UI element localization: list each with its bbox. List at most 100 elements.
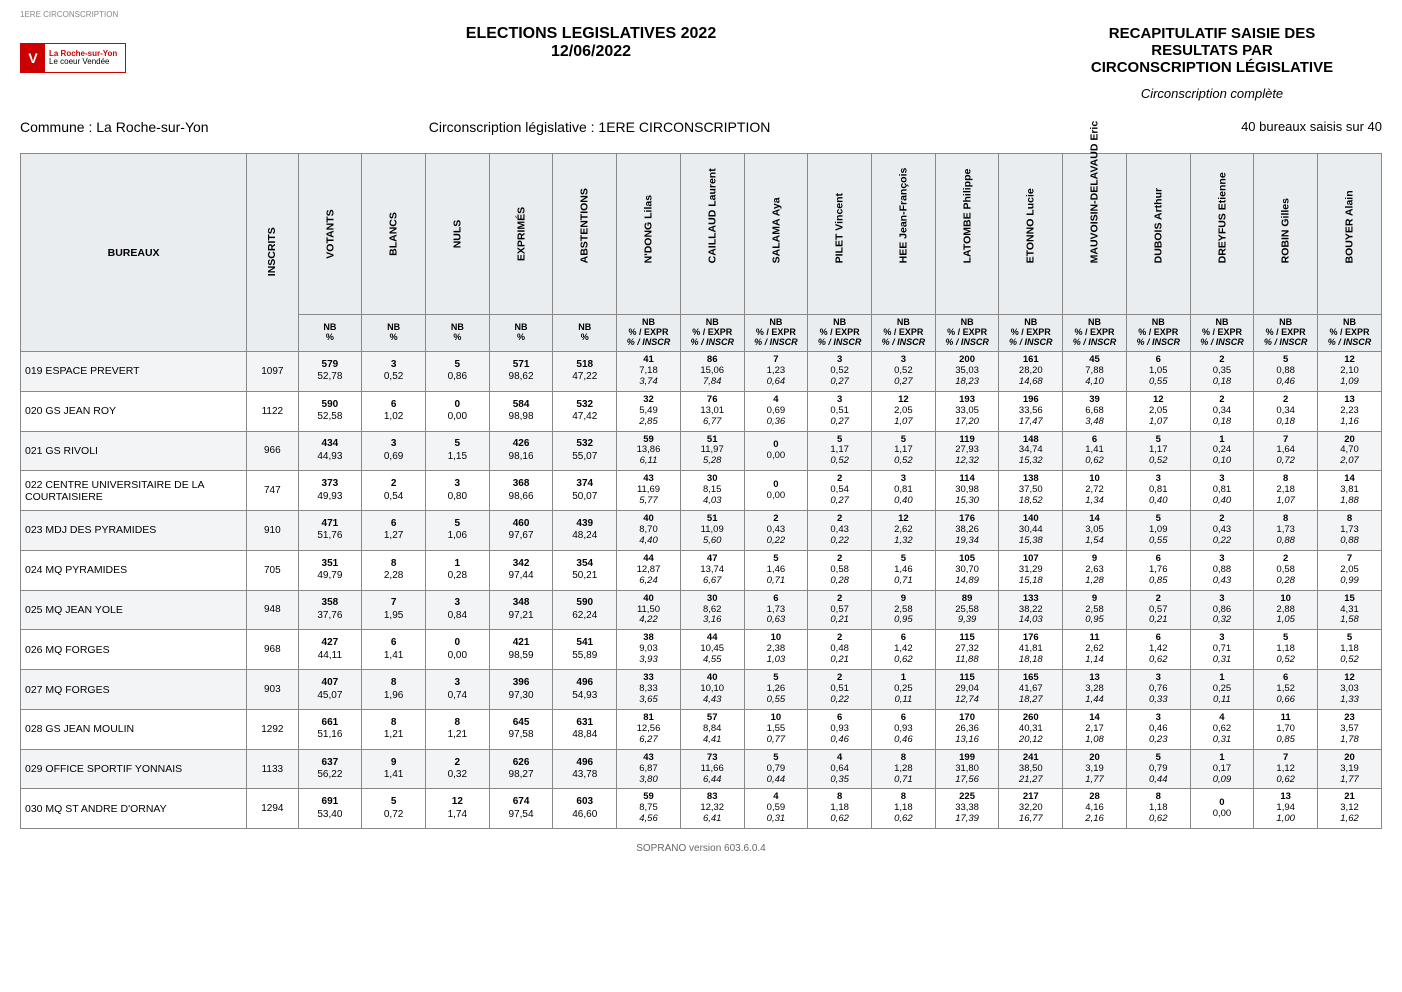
cell: 457,884,10 xyxy=(1063,352,1127,392)
cell: 63756,22 xyxy=(298,749,362,789)
col-nuls: NULS xyxy=(425,154,489,315)
cell: 112,621,14 xyxy=(1063,630,1127,670)
cell: 53255,07 xyxy=(553,431,617,471)
cell: 30,520,27 xyxy=(808,352,872,392)
cell: 20,54 xyxy=(362,471,426,511)
cell: 20,430,22 xyxy=(1190,511,1254,551)
table-row: 026 MQ FORGES96842744,1161,4100,0042198,… xyxy=(21,630,1382,670)
cell: 42198,59 xyxy=(489,630,553,670)
cell: 51,170,52 xyxy=(872,431,936,471)
footer: SOPRANO version 603.6.0.4 xyxy=(20,843,1382,854)
cell: 20,580,28 xyxy=(808,550,872,590)
cell: 4011,504,22 xyxy=(617,590,681,630)
cell: 71,95 xyxy=(362,590,426,630)
cell: 59062,24 xyxy=(553,590,617,630)
cell: 39697,30 xyxy=(489,670,553,710)
subcol-cand: NB% / EXPR% / INSCR xyxy=(617,315,681,352)
cell: 30,80 xyxy=(425,471,489,511)
cell: 233,571,78 xyxy=(1318,709,1382,749)
cell: 8312,326,41 xyxy=(680,789,744,829)
cell: 51,090,55 xyxy=(1126,511,1190,551)
col-cand-2: SALAMA Aya xyxy=(744,154,808,315)
table-row: 023 MDJ DES PYRAMIDES91047151,7661,2751,… xyxy=(21,511,1382,551)
subcol-cand: NB% / EXPR% / INSCR xyxy=(1254,315,1318,352)
subcol-base: NB% xyxy=(553,315,617,352)
cell: 34297,44 xyxy=(489,550,553,590)
cell: 51,15 xyxy=(425,431,489,471)
cell: 13338,2214,03 xyxy=(999,590,1063,630)
col-cand-7: MAUVOISIN-DELAVAUD Eric xyxy=(1063,154,1127,315)
cell: 11527,3211,88 xyxy=(935,630,999,670)
row-name: 028 GS JEAN MOULIN xyxy=(21,709,247,749)
cell: 40,640,35 xyxy=(808,749,872,789)
cell: 43444,93 xyxy=(298,431,362,471)
cell: 204,702,07 xyxy=(1318,431,1382,471)
col-cand-10: ROBIN Gilles xyxy=(1254,154,1318,315)
cell: 26040,3120,12 xyxy=(999,709,1063,749)
row-name: 024 MQ PYRAMIDES xyxy=(21,550,247,590)
logo-mark: V xyxy=(21,44,45,72)
cell: 58498,98 xyxy=(489,391,553,431)
cell: 966 xyxy=(247,431,298,471)
cell: 61,420,62 xyxy=(872,630,936,670)
cell: 17026,3613,16 xyxy=(935,709,999,749)
cell: 14834,7415,32 xyxy=(999,431,1063,471)
row-name: 023 MDJ DES PYRAMIDES xyxy=(21,511,247,551)
cell: 61,420,62 xyxy=(1126,630,1190,670)
cell: 51847,22 xyxy=(553,352,617,392)
row-name: 030 MQ ST ANDRE D'ORNAY xyxy=(21,789,247,829)
logo-text: La Roche-sur-YonLe coeur Vendée xyxy=(45,50,117,67)
cell: 37450,07 xyxy=(553,471,617,511)
cell: 408,704,40 xyxy=(617,511,681,551)
col-cand-1: CAILLAUD Laurent xyxy=(680,154,744,315)
commune-label: Commune : La Roche-sur-Yon xyxy=(20,119,429,135)
cell: 81,21 xyxy=(425,709,489,749)
row-name: 022 CENTRE UNIVERSITAIRE DE LA COURTAISI… xyxy=(21,471,247,511)
cell: 14030,4415,38 xyxy=(999,511,1063,551)
table-row: 029 OFFICE SPORTIF YONNAIS113363756,2291… xyxy=(21,749,1382,789)
cell: 10,28 xyxy=(425,550,489,590)
cell: 133,281,44 xyxy=(1063,670,1127,710)
cell: 40,690,36 xyxy=(744,391,808,431)
col-blancs: BLANCS xyxy=(362,154,426,315)
cell: 7613,016,77 xyxy=(680,391,744,431)
cell: 11529,0412,74 xyxy=(935,670,999,710)
col-cand-8: DUBOIS Arthur xyxy=(1126,154,1190,315)
cell: 82,181,07 xyxy=(1254,471,1318,511)
cell: 00,00 xyxy=(744,431,808,471)
cell: 61,520,66 xyxy=(1254,670,1318,710)
cell: 69153,40 xyxy=(298,789,362,829)
cell: 143,811,88 xyxy=(1318,471,1382,511)
cell: 82,28 xyxy=(362,550,426,590)
cell: 122,051,07 xyxy=(872,391,936,431)
cell: 00,00 xyxy=(744,471,808,511)
cell: 10,240,10 xyxy=(1190,431,1254,471)
cell: 1122 xyxy=(247,391,298,431)
table-row: 019 ESPACE PREVERT109757952,7830,5250,86… xyxy=(21,352,1382,392)
cell: 5111,095,60 xyxy=(680,511,744,551)
subcol-cand: NB% / EXPR% / INSCR xyxy=(872,315,936,352)
cell: 61,410,62 xyxy=(1063,431,1127,471)
table-row: 025 MQ JEAN YOLE94835837,7671,9530,84348… xyxy=(21,590,1382,630)
cell: 102,381,03 xyxy=(744,630,808,670)
cell: 102,721,34 xyxy=(1063,471,1127,511)
cell: 21732,2016,77 xyxy=(999,789,1063,829)
cell: 203,191,77 xyxy=(1318,749,1382,789)
cell: 143,051,54 xyxy=(1063,511,1127,551)
subcol-cand: NB% / EXPR% / INSCR xyxy=(999,315,1063,352)
cell: 10731,2915,18 xyxy=(999,550,1063,590)
cell: 51,260,55 xyxy=(744,670,808,710)
col-cand-9: DREYFUS Etienne xyxy=(1190,154,1254,315)
row-name: 020 GS JEAN ROY xyxy=(21,391,247,431)
cell: 948 xyxy=(247,590,298,630)
cell: 19633,5617,47 xyxy=(999,391,1063,431)
subcol-base: NB% xyxy=(362,315,426,352)
cell: 747 xyxy=(247,471,298,511)
cell: 37349,93 xyxy=(298,471,362,511)
cell: 51,180,52 xyxy=(1254,630,1318,670)
logo: V La Roche-sur-YonLe coeur Vendée xyxy=(20,25,140,73)
header-row-1: BUREAUX INSCRITS VOTANTS BLANCS NULS EXP… xyxy=(21,154,1382,315)
col-cand-0: N'DONG Lilas xyxy=(617,154,681,315)
cell: 102,881,05 xyxy=(1254,590,1318,630)
cell: 35149,79 xyxy=(298,550,362,590)
